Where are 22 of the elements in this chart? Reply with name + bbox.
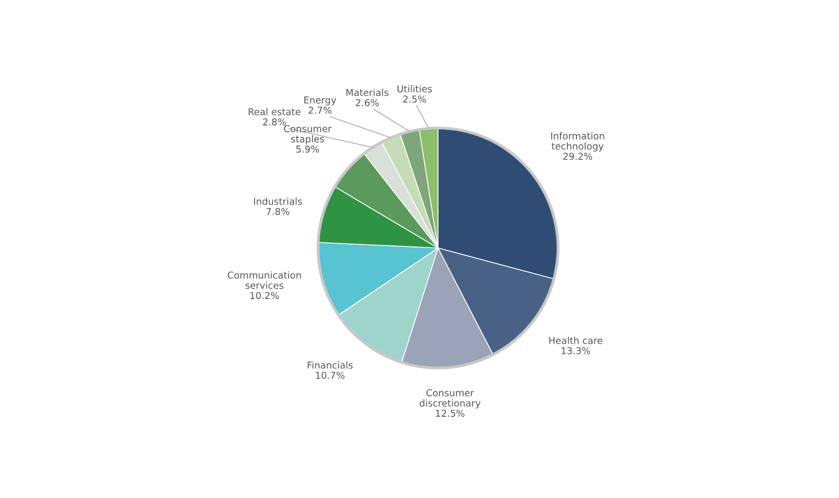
data-label: 10.2%	[250, 292, 279, 300]
slice-label: Utilities	[398, 85, 432, 92]
slice-label: Real estate	[248, 108, 300, 116]
data-label: 2.6%	[356, 99, 379, 106]
data-label: 10.7%	[316, 372, 344, 379]
data-label: 2.5%	[403, 95, 426, 103]
data-label: 2.7%	[308, 106, 332, 114]
slice-label: Health care	[549, 336, 602, 344]
slice-label: Materials	[346, 88, 388, 96]
data-label: 5.9%	[296, 146, 320, 153]
slice-label: Information technology	[551, 132, 604, 152]
data-label: 2.8%	[263, 118, 286, 126]
slice-label: Financials	[308, 361, 353, 369]
slice-label: Consumer discretionary	[420, 389, 480, 408]
slice-label: Industrials	[254, 198, 302, 205]
slice-label: Energy	[304, 96, 336, 106]
slice-label: Communication services	[228, 271, 301, 289]
data-label: 29.2%	[563, 152, 592, 160]
data-label: 12.5%	[436, 410, 464, 417]
slice-label: Consumer staples	[284, 125, 332, 144]
data-label: 7.8%	[266, 208, 290, 216]
data-label: 13.3%	[562, 347, 590, 354]
